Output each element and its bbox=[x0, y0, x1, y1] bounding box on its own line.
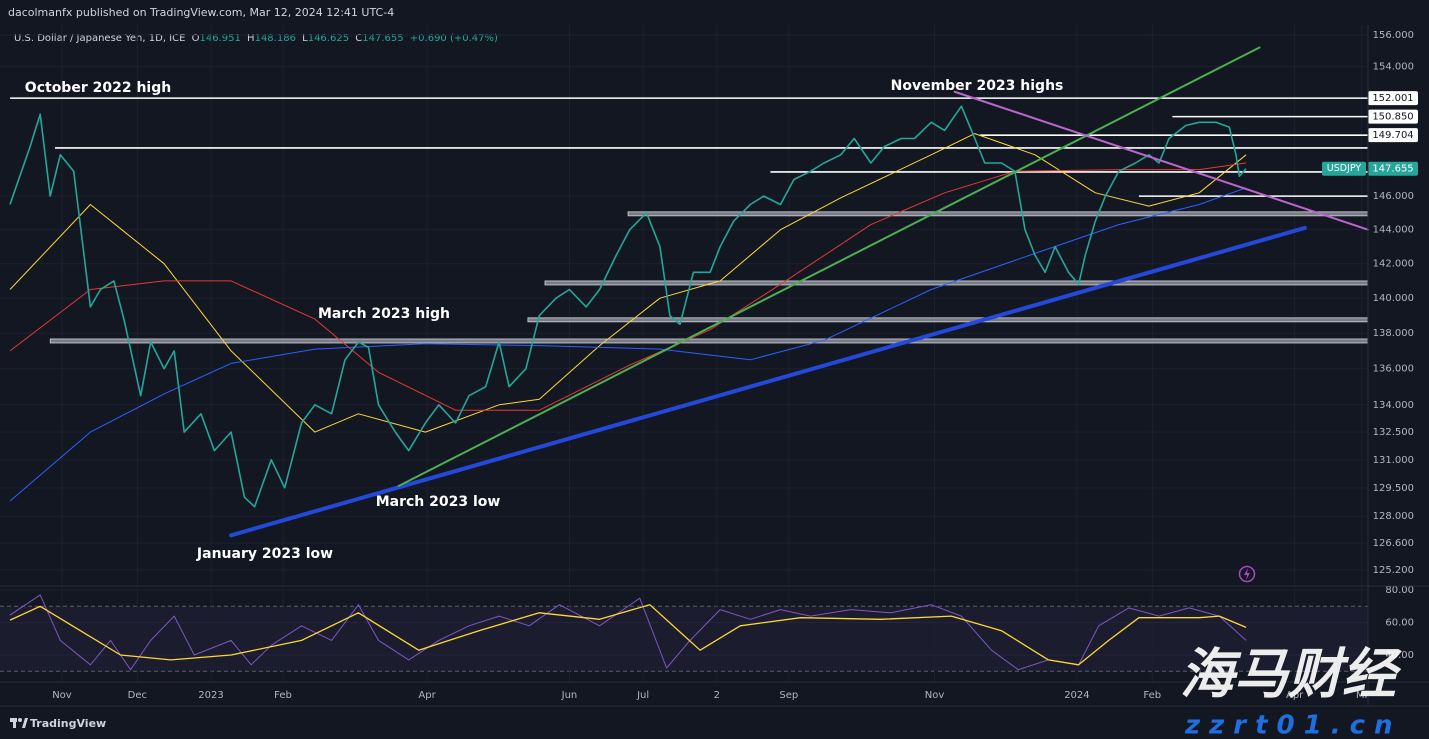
trendline bbox=[397, 46, 1261, 487]
x-tick-label: Nov bbox=[925, 690, 945, 701]
ohlc-value: 148.186 bbox=[255, 33, 296, 44]
annotation: March 2023 low bbox=[376, 494, 501, 510]
x-tick-label: 2024 bbox=[1064, 690, 1089, 701]
x-tick-label: Jul bbox=[636, 690, 649, 701]
y-tick-label: 128.000 bbox=[1373, 511, 1414, 522]
ohlc-value: 147.655 bbox=[362, 33, 403, 44]
y-tick-label: 129.500 bbox=[1373, 483, 1414, 494]
watermark-site: zzrt01.cn bbox=[1184, 711, 1402, 739]
x-tick-label: Sep bbox=[779, 690, 798, 701]
level-tag bbox=[1368, 91, 1418, 106]
ohlc-value: 146.625 bbox=[308, 33, 349, 44]
x-tick-label: 2023 bbox=[198, 690, 223, 701]
brand: TradingView bbox=[30, 717, 106, 730]
level-tag bbox=[1368, 109, 1418, 124]
y-tick-label: 154.000 bbox=[1373, 61, 1414, 72]
x-tick-label: Feb bbox=[274, 690, 292, 701]
y-tick-label: 146.000 bbox=[1373, 191, 1414, 202]
y-tick-label: 40.00 bbox=[1385, 650, 1414, 661]
change: +0.690 (+0.47%) bbox=[410, 33, 498, 44]
trendline bbox=[953, 90, 1369, 231]
y-tick-label: 131.000 bbox=[1373, 455, 1414, 466]
y-tick-label: 134.000 bbox=[1373, 400, 1414, 411]
last-price-name-tag bbox=[1322, 161, 1366, 176]
x-tick-label: Dec bbox=[128, 690, 147, 701]
level-zone bbox=[49, 338, 1369, 344]
y-tick-label: 142.000 bbox=[1373, 259, 1414, 270]
x-tick-label: Mi bbox=[1356, 690, 1367, 701]
last-price-name: USDJPY bbox=[1327, 163, 1362, 174]
x-tick-label: 2 bbox=[714, 690, 720, 701]
ohlc-key: O bbox=[192, 33, 200, 44]
y-tick-label: 80.00 bbox=[1385, 585, 1414, 596]
symbol: U.S. Dollar / Japanese Yen, 1D, ICE bbox=[14, 33, 185, 44]
ohlc-key: L bbox=[302, 33, 308, 44]
last-price-label: 147.655 bbox=[1372, 164, 1413, 175]
x-tick-label: Jun bbox=[561, 690, 578, 701]
x-tick-label: Apr bbox=[1286, 690, 1304, 701]
level-zone bbox=[527, 317, 1369, 323]
level-tag-label: 150.850 bbox=[1372, 112, 1413, 123]
ohlc-key: H bbox=[247, 33, 255, 44]
y-tick-label: 140.000 bbox=[1373, 293, 1414, 304]
y-tick-label: 132.500 bbox=[1373, 427, 1414, 438]
symbol-header: U.S. Dollar / Japanese Yen, 1D, ICE O146… bbox=[14, 33, 498, 44]
y-tick-label: 138.000 bbox=[1373, 328, 1414, 339]
ohlc-value: 146.951 bbox=[200, 33, 241, 44]
ohlc-key: C bbox=[355, 33, 362, 44]
brand-logo bbox=[10, 718, 28, 728]
series-line bbox=[9, 105, 1247, 508]
trendline bbox=[229, 225, 1307, 538]
rsi-band-fill bbox=[0, 606, 1368, 672]
y-tick-label: 60.00 bbox=[1385, 618, 1414, 629]
series-line bbox=[9, 604, 1247, 666]
last-price-tag bbox=[1368, 161, 1418, 176]
level-tag-label: 149.704 bbox=[1372, 130, 1413, 141]
x-tick-label: Apr bbox=[418, 690, 436, 701]
y-tick-label: 156.000 bbox=[1373, 30, 1414, 41]
x-tick-label: Nov bbox=[52, 690, 72, 701]
y-tick-label: 125.200 bbox=[1373, 565, 1414, 576]
plot: 156.000 154.000 146.000 144.000 142.000 140.0… bbox=[0, 25, 1418, 701]
level-tag bbox=[1368, 128, 1418, 143]
y-tick-label: 126.600 bbox=[1373, 538, 1414, 549]
annotation: November 2023 highs bbox=[891, 78, 1064, 94]
series-line bbox=[9, 133, 1247, 433]
level-zone bbox=[544, 280, 1369, 286]
level-tag-label: 152.001 bbox=[1372, 93, 1413, 104]
alert-icon bbox=[1238, 565, 1256, 583]
annotation: March 2023 high bbox=[318, 306, 450, 322]
y-tick-label: 144.000 bbox=[1373, 225, 1414, 236]
series-line bbox=[9, 594, 1247, 671]
watermark: 海马财经 bbox=[1180, 643, 1402, 706]
x-tick-label: Feb bbox=[1143, 690, 1161, 701]
annotation: October 2022 high bbox=[25, 80, 171, 96]
annotation: January 2023 low bbox=[196, 546, 333, 562]
series-line bbox=[9, 162, 1247, 411]
byline: dacolmanfx published on TradingView.com,… bbox=[8, 6, 394, 19]
y-tick-label: 136.000 bbox=[1373, 364, 1414, 375]
